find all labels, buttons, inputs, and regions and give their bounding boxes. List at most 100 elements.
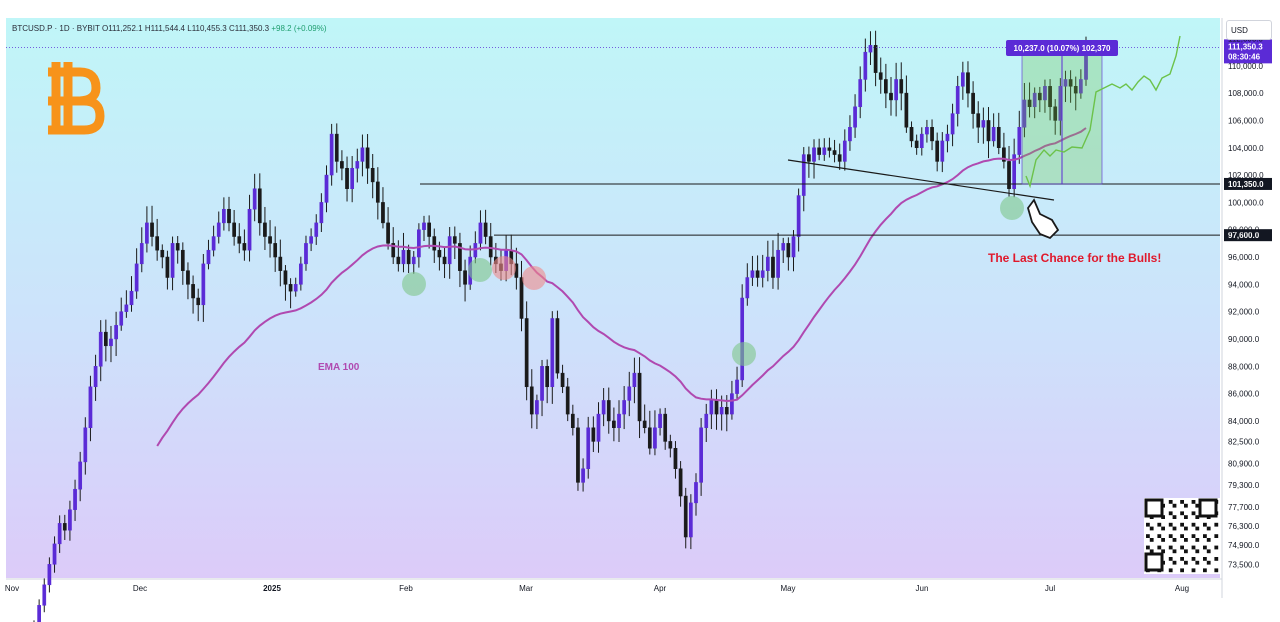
- y-tick-label: 106,000.0: [1228, 116, 1264, 125]
- candle: [73, 479, 77, 521]
- candle: [550, 311, 555, 404]
- x-tick-label: Jul: [1045, 584, 1055, 593]
- qr-cell: [1161, 538, 1165, 542]
- candle: [345, 156, 349, 202]
- y-tick-label: 96,000.0: [1228, 253, 1260, 262]
- candle-body-up: [360, 147, 365, 162]
- qr-cell: [1195, 538, 1200, 542]
- candle: [406, 244, 411, 273]
- candle-body-up: [960, 72, 965, 87]
- qr-cell: [1180, 534, 1184, 538]
- candle: [971, 81, 975, 129]
- candle-body-down: [1007, 161, 1011, 189]
- candle-body-up: [848, 127, 852, 142]
- price-axis: 112,000.0110,000.0108,000.0106,000.0104,…: [1228, 34, 1264, 569]
- candle: [781, 237, 786, 264]
- candle-body-down: [62, 523, 67, 531]
- candle: [191, 275, 195, 314]
- candle: [124, 290, 129, 318]
- candle-body-up: [42, 584, 47, 606]
- ema-label: EMA 100: [318, 362, 360, 373]
- candle-body-down: [452, 236, 457, 244]
- candle: [98, 320, 103, 382]
- candle-body-down: [832, 150, 837, 155]
- candle: [1063, 70, 1068, 103]
- candle-body-down: [714, 400, 719, 415]
- candle-body-up: [478, 222, 483, 244]
- candle-body-up: [68, 509, 72, 531]
- candle-body-up: [293, 284, 298, 292]
- candle-body-up: [170, 243, 175, 278]
- candle-body-down: [986, 120, 991, 142]
- candle: [237, 223, 242, 254]
- candle-body-up: [1022, 99, 1027, 128]
- qr-cell: [1206, 560, 1211, 565]
- candle: [1017, 110, 1022, 164]
- candle: [837, 143, 842, 170]
- candle: [540, 359, 544, 417]
- candle-body-up: [622, 400, 626, 415]
- candle: [452, 226, 457, 260]
- y-tick-label: 90,000.0: [1228, 335, 1260, 344]
- candle-body-down: [488, 236, 493, 258]
- y-tick-label: 98,000.0: [1228, 226, 1260, 235]
- qr-cell: [1191, 545, 1196, 550]
- candle-body-down: [1073, 86, 1078, 94]
- candle-body-up: [781, 243, 786, 251]
- candle: [447, 227, 452, 279]
- currency-selector[interactable]: USD: [1226, 20, 1272, 40]
- open-value: O111,252.1: [101, 24, 143, 33]
- candle: [396, 240, 401, 272]
- candle: [950, 103, 955, 147]
- candle-body-down: [273, 243, 278, 258]
- candle: [668, 434, 673, 458]
- candle-body-up: [863, 51, 868, 80]
- y-tick-label: 108,000.0: [1228, 89, 1264, 98]
- candle: [694, 473, 698, 516]
- candle-body-up: [699, 427, 703, 483]
- candle-body-down: [432, 236, 437, 251]
- candle: [170, 236, 175, 291]
- candle-body-down: [375, 181, 380, 203]
- candle-body-down: [591, 427, 596, 442]
- candle: [904, 75, 909, 133]
- candle: [145, 206, 149, 253]
- x-tick-label: 2025: [263, 584, 281, 593]
- candle: [596, 402, 601, 453]
- candle-body-down: [683, 495, 688, 538]
- candle: [848, 115, 852, 151]
- candle: [160, 244, 165, 269]
- qr-cell: [1172, 549, 1177, 554]
- candle-body-down: [673, 447, 678, 469]
- candle: [591, 416, 596, 453]
- candle-body-up: [709, 400, 714, 415]
- candle-body-down: [524, 318, 529, 388]
- candle: [83, 417, 88, 475]
- candle: [853, 94, 857, 138]
- qr-cell: [1195, 515, 1200, 519]
- candle: [858, 66, 863, 119]
- candle-body-up: [801, 154, 806, 196]
- candle-body-up: [853, 106, 857, 128]
- candle: [658, 408, 662, 436]
- candle: [150, 205, 154, 247]
- candle: [586, 416, 591, 479]
- candle: [401, 232, 406, 273]
- candle: [288, 278, 293, 309]
- candle: [206, 239, 211, 270]
- candle-body-up: [658, 413, 662, 429]
- candle-body-up: [216, 222, 221, 237]
- symbol-label[interactable]: BTCUSD.P · 1D · BYBIT: [12, 24, 100, 33]
- candle: [1068, 70, 1073, 103]
- candle-body-down: [227, 208, 231, 224]
- candle: [427, 215, 431, 249]
- candle: [1032, 87, 1037, 119]
- candle-body-down: [976, 113, 981, 128]
- candle: [1053, 99, 1058, 135]
- candle: [119, 297, 124, 331]
- candle: [263, 206, 267, 250]
- candle-body-down: [529, 386, 534, 415]
- candle-body-down: [1037, 92, 1042, 101]
- qr-cell: [1146, 545, 1150, 550]
- last-price-tag-bg: [1224, 39, 1272, 64]
